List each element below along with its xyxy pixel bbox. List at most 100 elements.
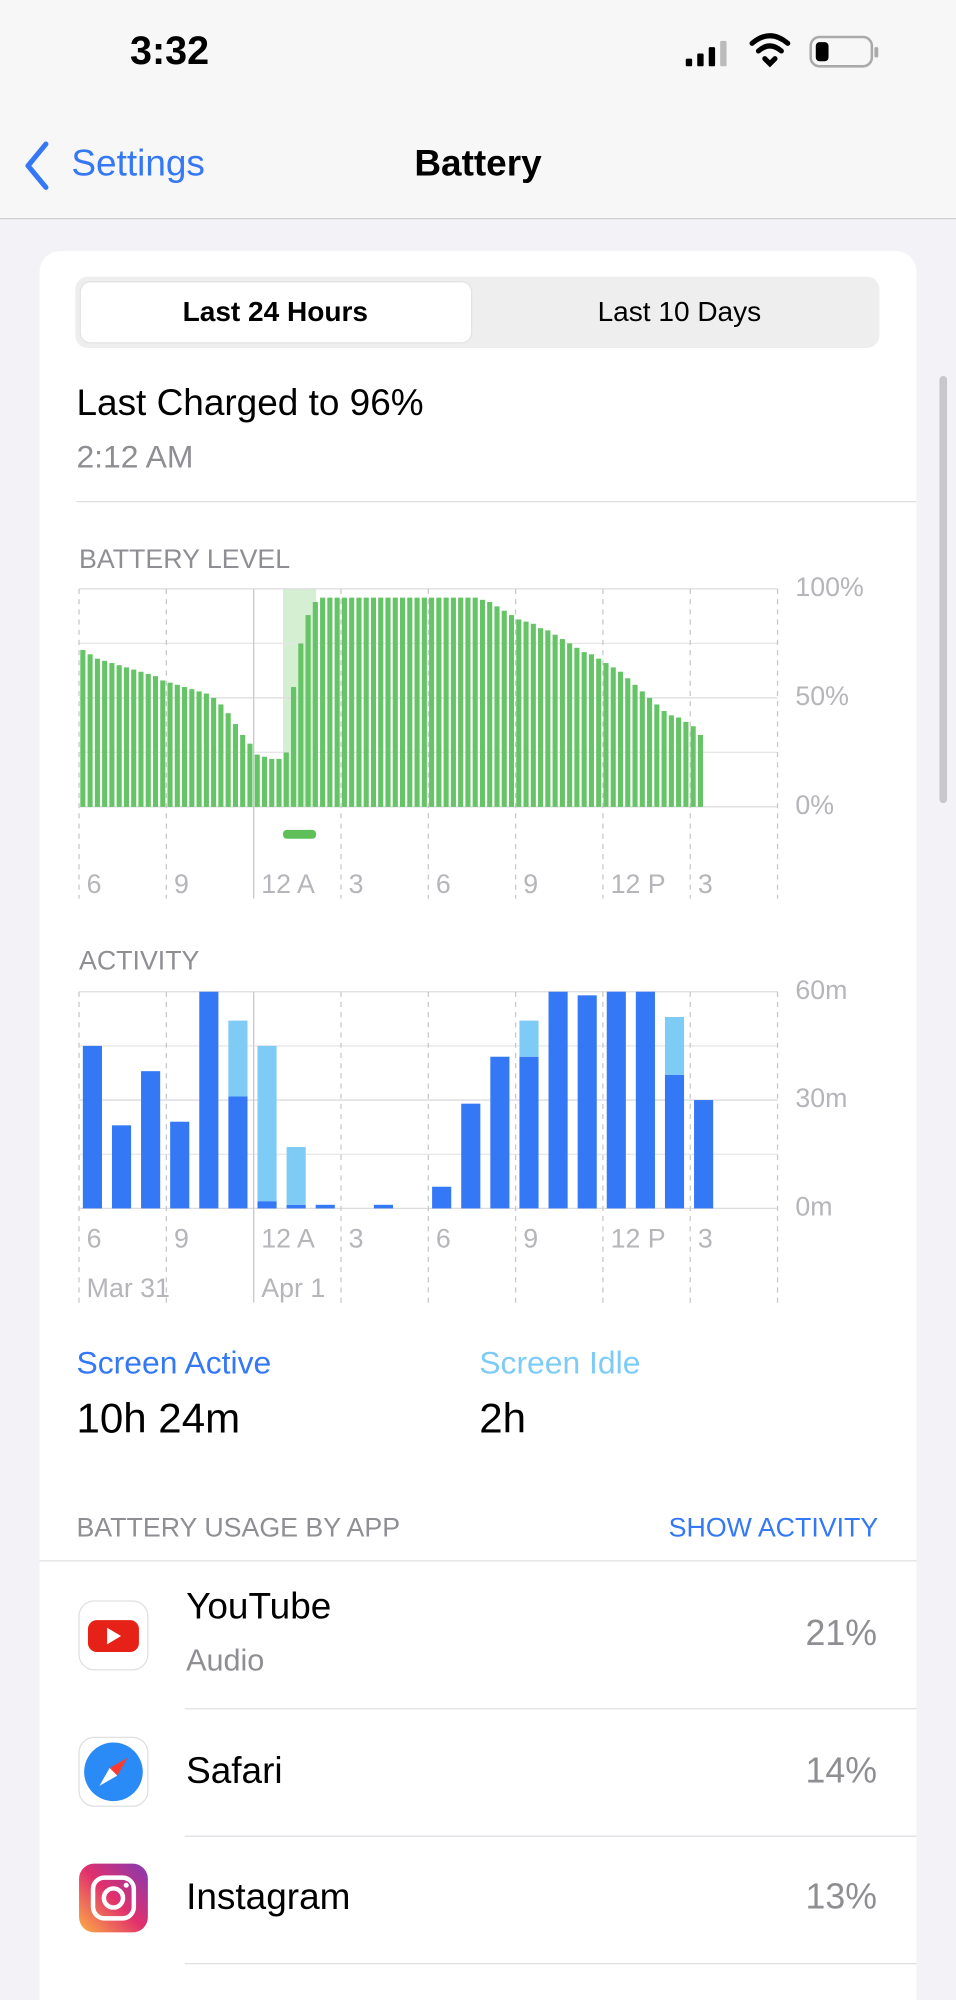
y-tick-label: 100%	[795, 572, 863, 602]
segment-selected[interactable]	[79, 281, 473, 344]
bar	[286, 1204, 306, 1209]
bar	[228, 1096, 248, 1209]
bar	[327, 597, 333, 807]
x-tick-label: 3	[349, 1223, 364, 1253]
bar	[436, 597, 442, 807]
bar	[247, 743, 253, 807]
x-tick-label: 12 P	[611, 869, 666, 899]
bar	[82, 1045, 102, 1209]
bar	[610, 667, 616, 807]
x-tick-label: 6	[87, 869, 102, 899]
bar	[283, 752, 289, 807]
bar	[257, 1045, 277, 1202]
battery-icon	[809, 35, 879, 68]
bar	[450, 597, 456, 807]
back-button[interactable]: Settings	[71, 142, 205, 183]
bar	[414, 597, 420, 807]
bar	[567, 643, 573, 807]
bar	[182, 687, 188, 807]
bar	[341, 597, 347, 807]
x-tick-label: 3	[698, 869, 713, 899]
bar	[123, 667, 129, 807]
bar	[647, 697, 653, 807]
bar	[102, 660, 108, 807]
bar	[203, 693, 209, 807]
back-chevron[interactable]	[25, 141, 49, 190]
x-tick-label: 9	[174, 869, 189, 899]
app-percent: 14%	[806, 1751, 877, 1791]
bar	[399, 597, 406, 807]
bar	[465, 597, 471, 807]
bar	[421, 597, 427, 807]
bar	[519, 1056, 539, 1209]
bar	[392, 597, 398, 807]
bar	[407, 597, 413, 807]
bar	[487, 601, 493, 807]
y-tick-label: 0%	[795, 790, 834, 820]
legend-label: Screen Idle	[479, 1345, 640, 1381]
bar	[138, 671, 144, 807]
bar	[363, 597, 369, 807]
bar	[494, 606, 500, 807]
bar	[516, 619, 522, 807]
y-tick-label: 60m	[795, 975, 847, 1005]
bar	[80, 649, 86, 807]
segment[interactable]: Last 10 Days	[598, 296, 762, 327]
x-tick-label: 6	[436, 869, 451, 899]
bar	[664, 1074, 685, 1209]
x-tick-label: 9	[523, 1223, 538, 1253]
bar	[596, 658, 602, 807]
bar	[141, 1071, 161, 1209]
bar	[373, 1204, 394, 1209]
bar	[291, 687, 297, 807]
bar	[461, 1103, 481, 1209]
bar	[429, 597, 435, 807]
bar	[490, 1056, 510, 1209]
bar	[315, 1204, 335, 1209]
bar	[552, 634, 558, 807]
youtube-icon	[78, 1600, 149, 1671]
bar	[501, 610, 507, 807]
bar	[160, 680, 166, 807]
bar	[559, 639, 565, 807]
bar	[305, 615, 311, 807]
x-tick-label: 6	[436, 1223, 451, 1253]
bar	[581, 652, 587, 807]
bar	[170, 1121, 190, 1209]
bar	[232, 724, 238, 807]
x-tick-label: 12 A	[261, 869, 315, 899]
bar	[661, 710, 667, 807]
bar	[676, 717, 682, 807]
bar	[152, 676, 159, 807]
app-name[interactable]: Safari	[186, 1750, 283, 1791]
bar	[577, 995, 597, 1209]
x-tick-label: 3	[698, 1223, 713, 1253]
bar	[196, 691, 202, 807]
bar	[458, 597, 464, 807]
bar	[668, 715, 674, 807]
app-name[interactable]: Instagram	[186, 1876, 350, 1917]
x-tick-label: 6	[87, 1223, 102, 1253]
y-tick-label: 0m	[795, 1191, 832, 1221]
bar	[385, 597, 391, 807]
bar	[617, 671, 624, 807]
bar	[356, 597, 362, 807]
bar	[508, 615, 515, 807]
app-name[interactable]: YouTube	[186, 1585, 331, 1626]
bar	[111, 1125, 132, 1209]
bar	[690, 726, 696, 807]
show-activity[interactable]: SHOW ACTIVITY	[669, 1513, 879, 1543]
bar	[603, 663, 609, 807]
bar	[334, 597, 340, 807]
bar	[87, 654, 93, 807]
bar	[218, 704, 224, 807]
bar	[479, 599, 486, 807]
bar	[664, 1016, 685, 1075]
segment[interactable]: Last 24 Hours	[183, 296, 368, 327]
bar	[269, 758, 275, 807]
bar	[189, 689, 195, 807]
instagram-icon	[79, 1863, 148, 1933]
safari-icon	[78, 1736, 149, 1807]
date-label: Apr 1	[261, 1273, 325, 1303]
bar	[286, 1147, 306, 1205]
